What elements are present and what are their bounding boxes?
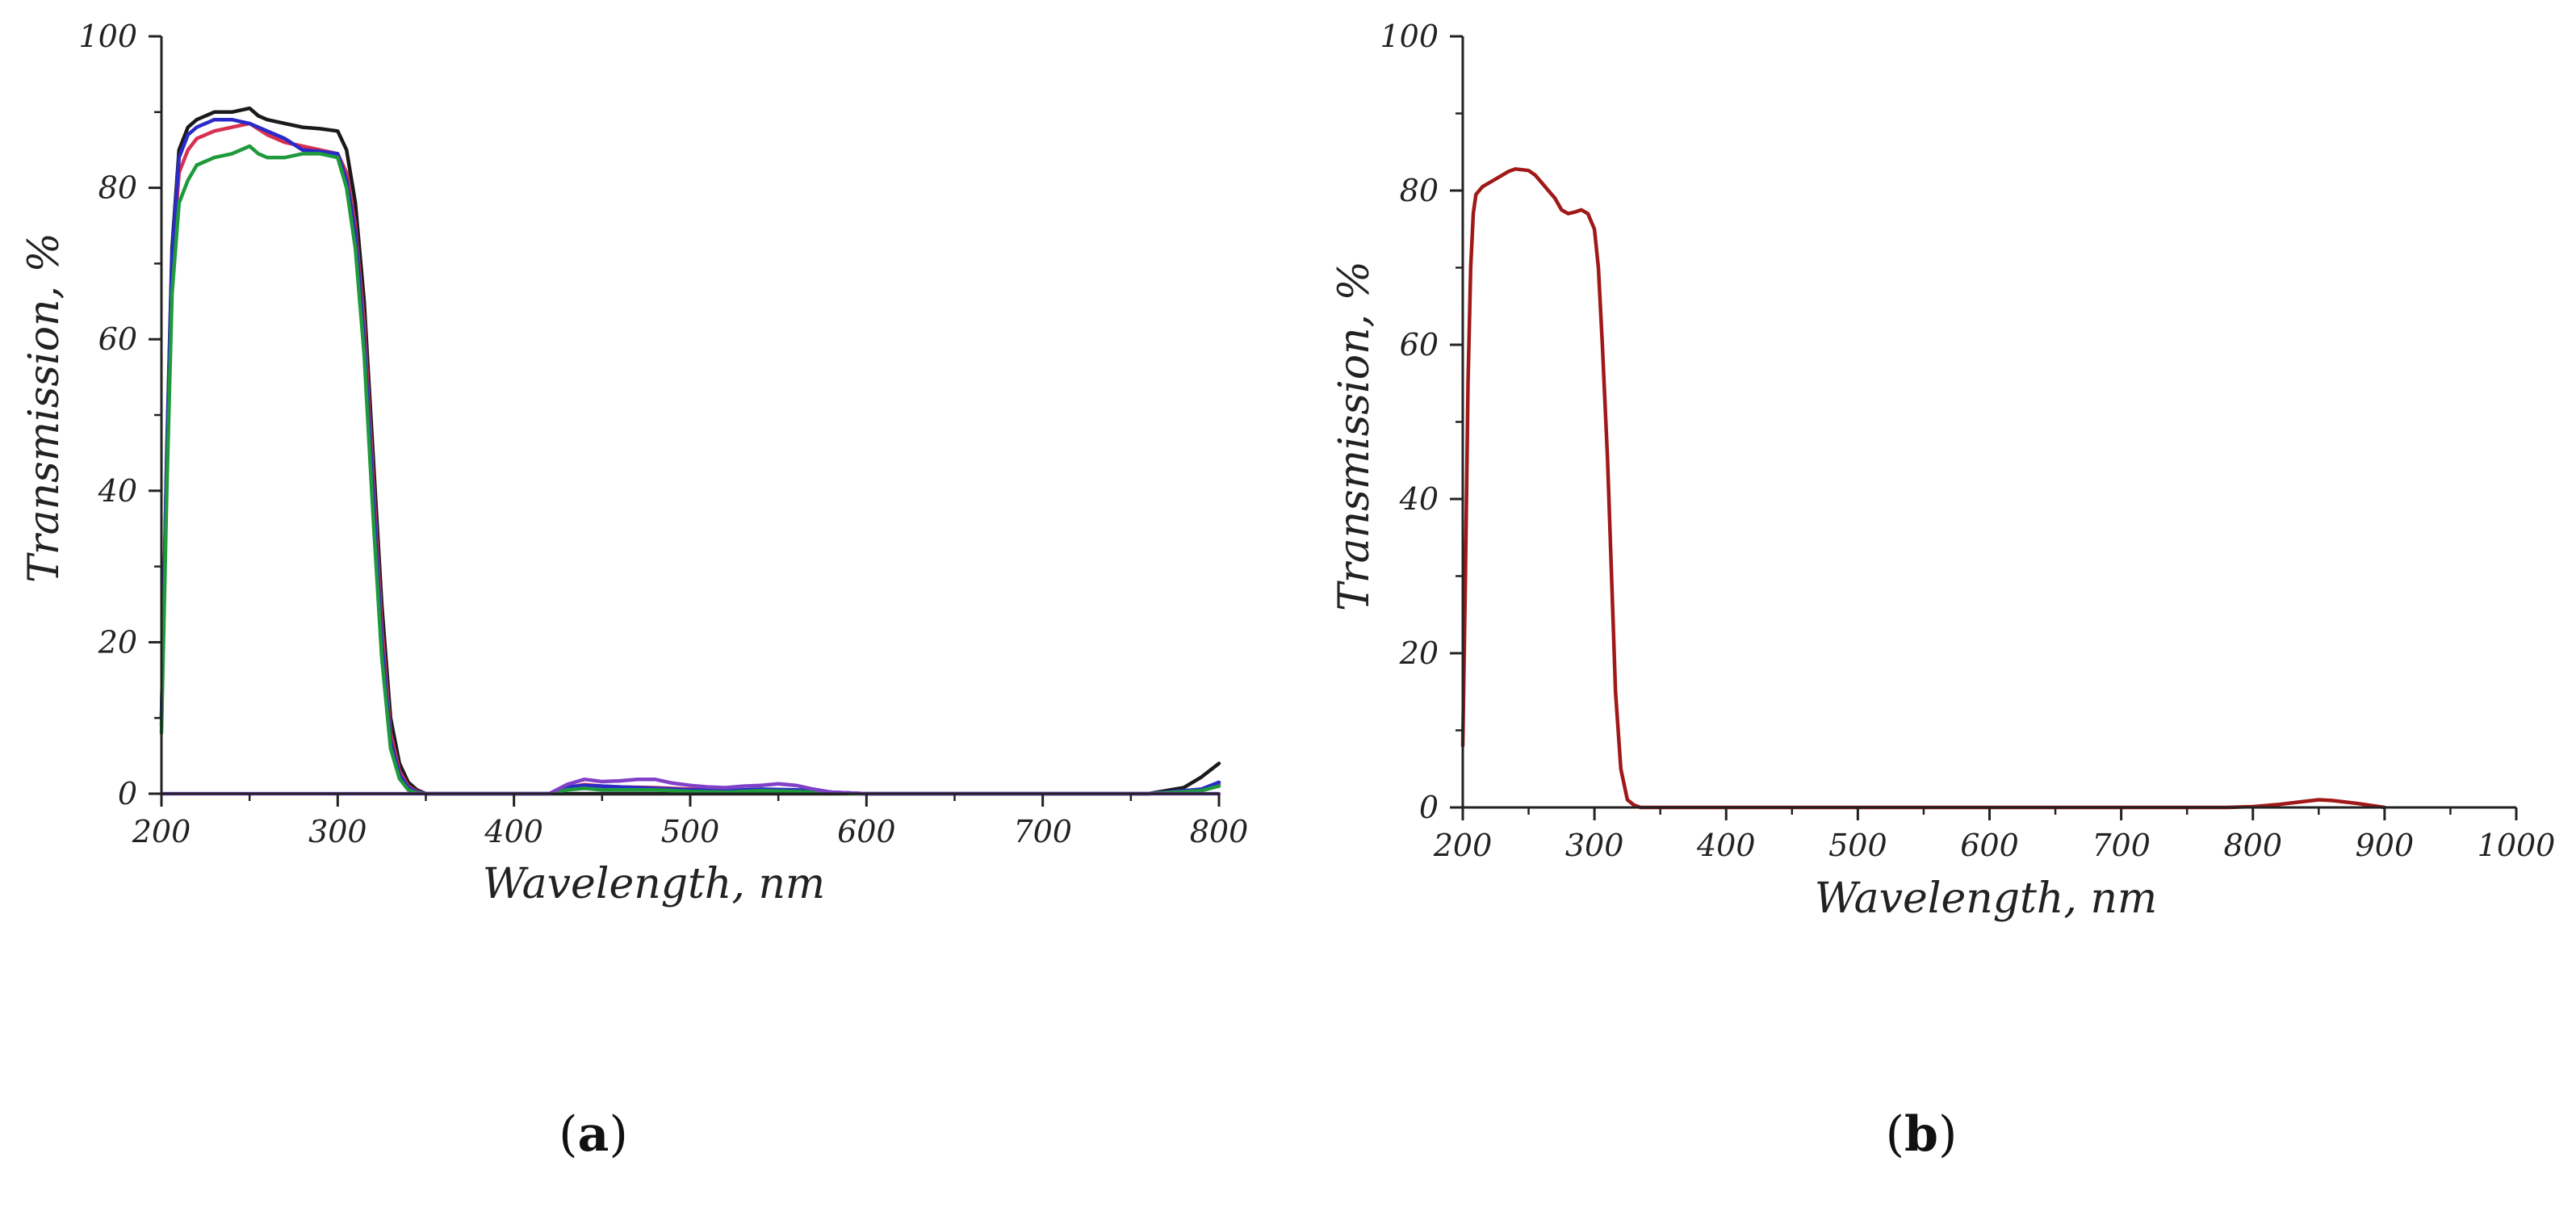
chart-b-y-tick-label: 20 [1399,635,1439,671]
chart-b-x-tick-label: 300 [1565,828,1624,863]
chart-panel-b: 200 300 400 500 600 700 800 900 1000 0 20 40 60 80 100… [1330,19,2555,1163]
chart-b-x-tick-label: 800 [2223,828,2282,863]
chart-a-panel-label: (a) [559,1106,628,1163]
chart-a-x-tick-label: 700 [1013,814,1072,849]
chart-b-y-tick-label: 60 [1400,327,1439,363]
chart-b-x-tick-label: 400 [1696,828,1756,863]
chart-b-series-layer [1460,167,2387,810]
chart-b-x-tick-label: 900 [2356,828,2415,863]
chart-b-x-tick-label: 200 [1433,828,1493,863]
chart-b-series-dark-red [1460,167,2387,810]
chart-panel-a: 200 300 400 500 600 700 800 0 20 40 60 80 100 Wavele… [20,19,1248,1163]
chart-a-y-tick-label: 40 [98,473,137,509]
chart-a-y-tick-label: 100 [78,19,137,54]
chart-a-x-tick-label: 200 [132,814,191,849]
chart-b-panel-letter: b [1904,1106,1938,1163]
chart-a-x-tick-label: 500 [661,814,720,849]
chart-a-x-tick-label: 300 [308,814,367,849]
chart-b-axes [1461,36,2516,809]
chart-a-panel-letter: a [578,1106,609,1163]
chart-a-y-tick-label: 60 [98,321,137,357]
chart-b-x-tick-label: 500 [1828,828,1887,863]
chart-a-x-axis-title: Wavelength, nm [483,860,826,908]
chart-a-x-tick-label: 400 [484,814,543,849]
chart-a-series-layer [159,106,1221,796]
chart-a-y-tick-label: 0 [118,776,137,811]
chart-a-x-tick-label: 600 [837,814,896,849]
chart-a-series-blue [159,117,1221,796]
chart-b-y-tick-label: 40 [1399,481,1439,517]
chart-a-series-black [159,106,1221,796]
chart-a-series-red [159,121,1221,796]
chart-b-x-tick-label: 700 [2092,828,2151,863]
chart-a-y-axis-title: Transmission, % [20,233,69,583]
chart-a-ticks: 200 300 400 500 600 700 800 0 20 40 60 80 100 [78,19,1248,849]
chart-b-y-axis-title: Transmission, % [1330,261,1379,611]
chart-b-y-tick-label: 100 [1380,19,1439,54]
chart-a-y-tick-label: 80 [98,170,137,206]
chart-a-y-tick-label: 20 [98,624,137,660]
chart-a-x-tick-label: 800 [1190,814,1249,849]
chart-b-x-tick-label: 1000 [2478,828,2556,863]
chart-b-x-axis-title: Wavelength, nm [1815,874,2158,923]
chart-a-series-violet [159,777,1221,796]
chart-b-y-tick-label: 0 [1419,790,1439,825]
chart-b-ticks: 200 300 400 500 600 700 800 900 1000 0 20 40 60 80 100 [1380,19,2555,863]
chart-b-panel-label: (b) [1886,1106,1958,1163]
chart-b-x-tick-label: 600 [1960,828,2019,863]
chart-b-y-tick-label: 80 [1400,173,1439,208]
chart-a-series-green [159,144,1221,796]
